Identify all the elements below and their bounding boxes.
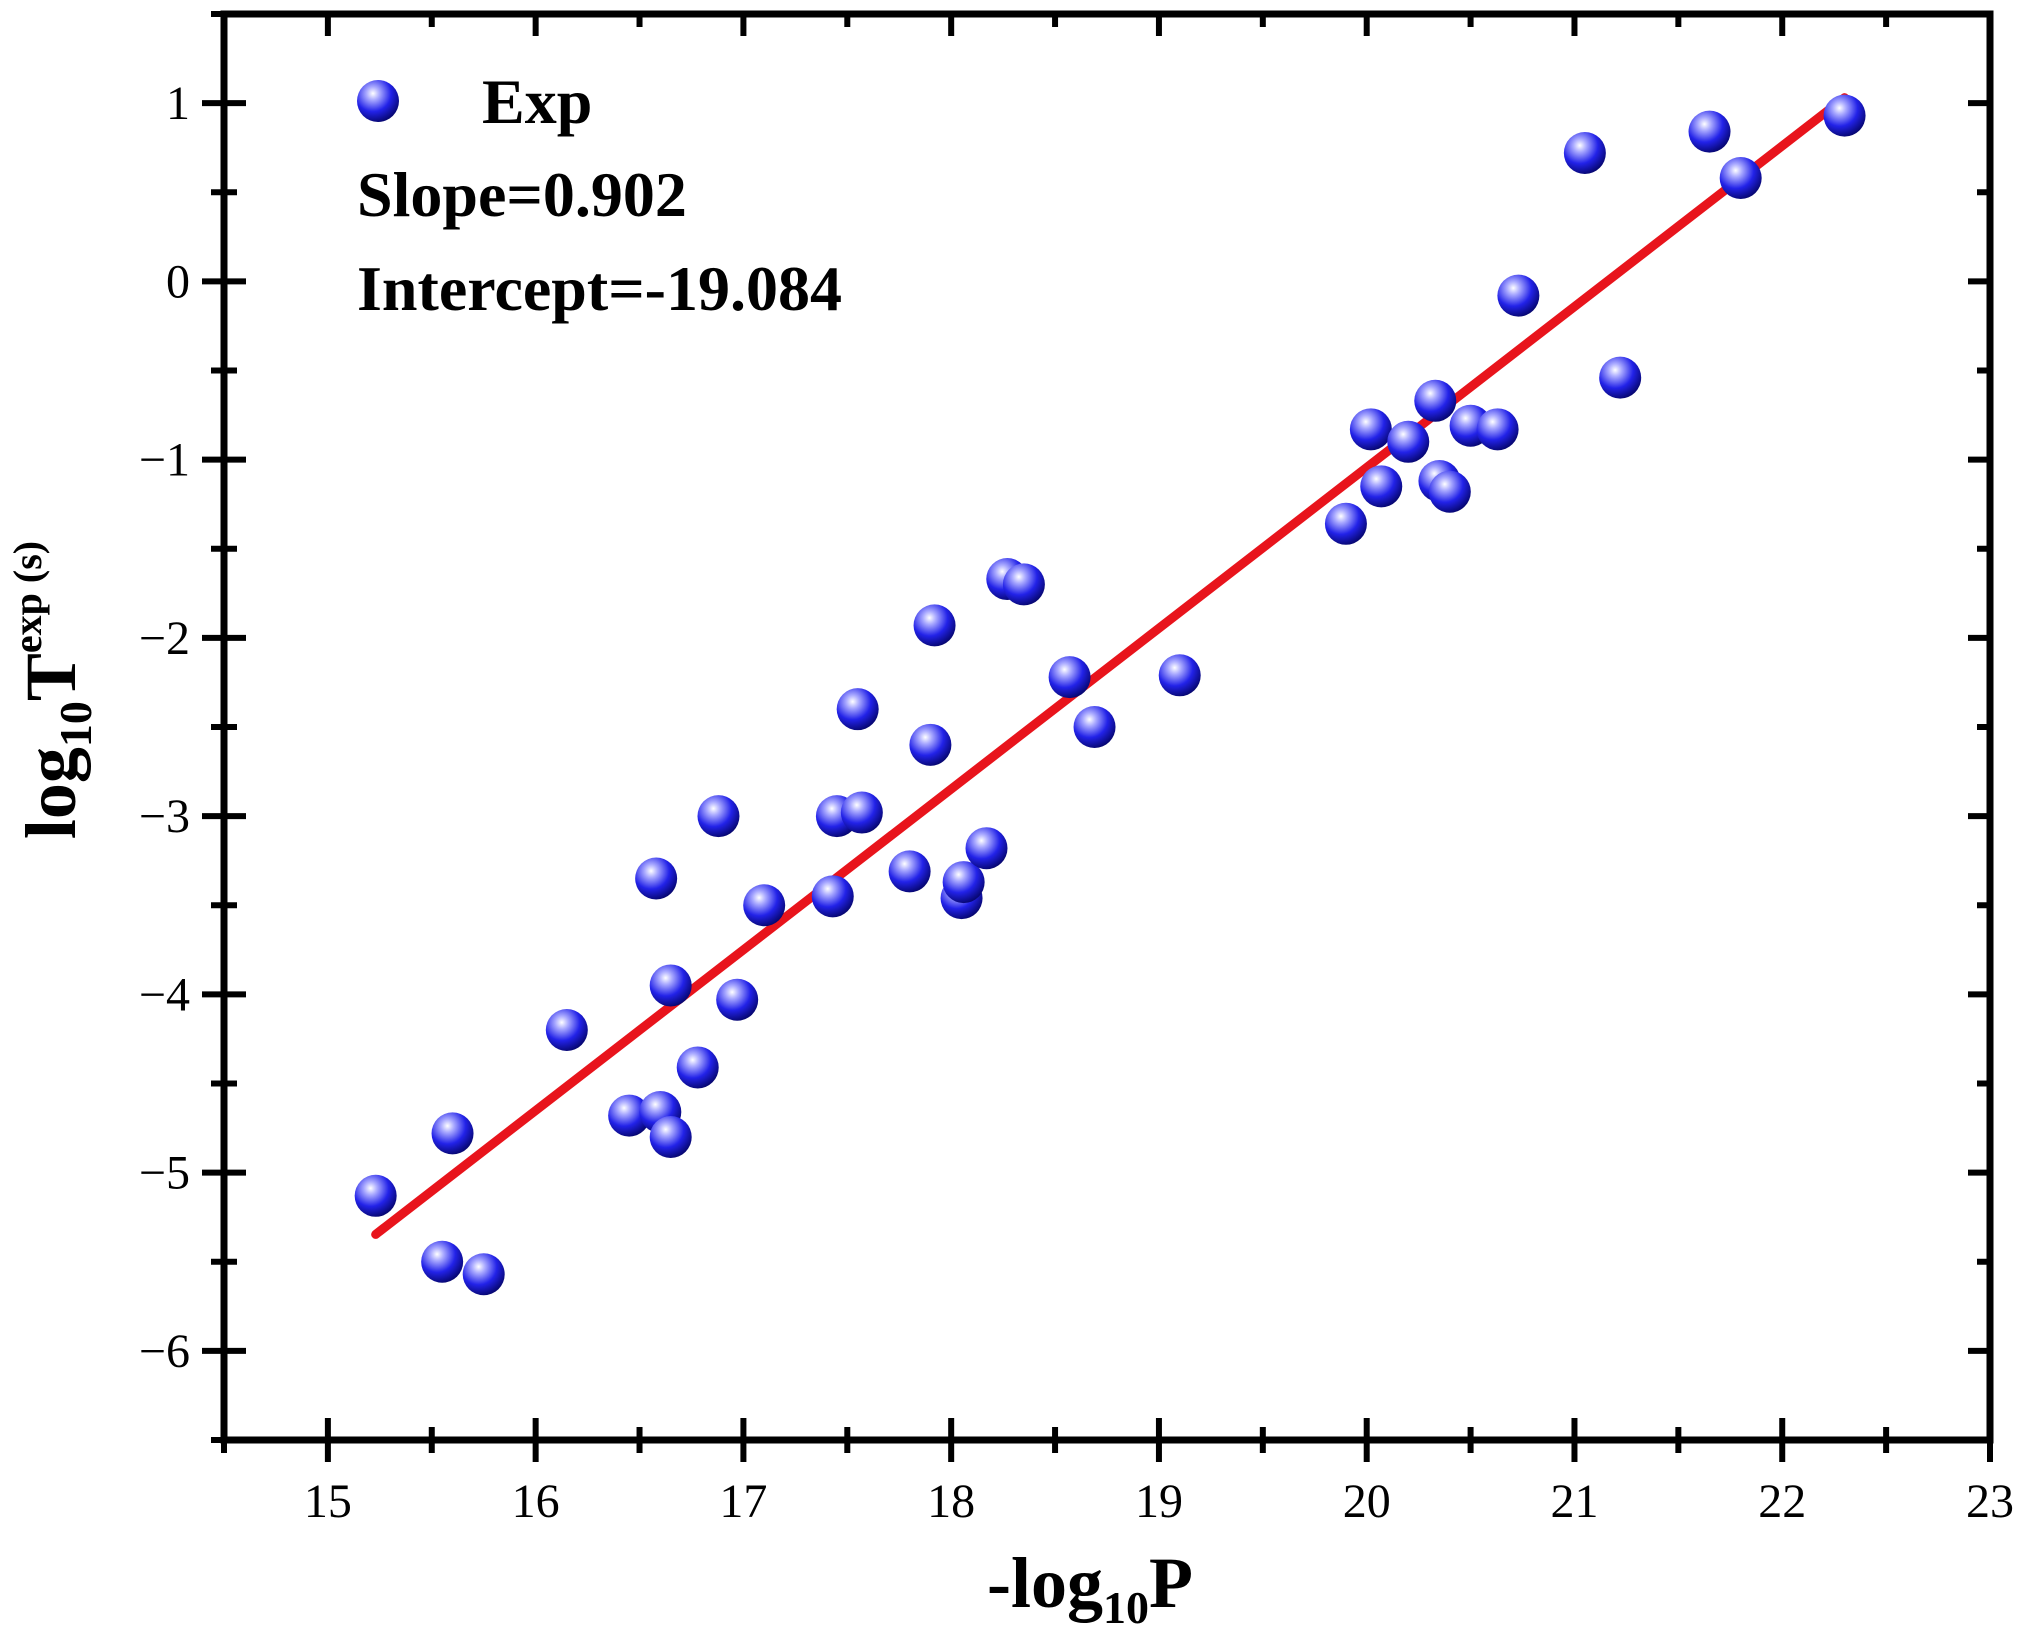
data-point <box>1002 563 1045 606</box>
x-tick-labels: 15 16 17 18 19 20 21 22 23 <box>304 1475 2014 1528</box>
data-point <box>1360 465 1403 508</box>
data-point <box>1719 156 1762 199</box>
x-tick-label: 17 <box>719 1475 767 1528</box>
y-tick-label: −1 <box>139 434 190 487</box>
data-point <box>676 1046 719 1089</box>
data-point <box>1599 356 1642 399</box>
data-point <box>1324 502 1367 545</box>
data-point <box>913 604 956 647</box>
data-point <box>1414 379 1457 422</box>
x-tick-label: 16 <box>512 1475 560 1528</box>
data-point <box>942 861 985 904</box>
x-tick-label: 19 <box>1135 1475 1183 1528</box>
data-point <box>608 1094 651 1137</box>
x-axis-title-suffix: P <box>1149 1543 1193 1623</box>
data-point <box>635 857 678 900</box>
data-point <box>840 791 883 834</box>
data-point <box>431 1112 474 1155</box>
slope-annotation: Slope=0.902 <box>357 159 687 230</box>
data-point <box>354 1174 397 1217</box>
data-point <box>697 795 740 838</box>
y-tick-label: −5 <box>139 1147 190 1200</box>
data-point <box>1688 110 1731 153</box>
data-point <box>545 1009 588 1052</box>
data-point <box>743 884 786 927</box>
y-tick-labels: 1 0 −1 −2 −3 −4 −5 −6 <box>139 77 190 1378</box>
x-tick-label: 23 <box>1966 1475 2014 1528</box>
data-point <box>649 964 692 1007</box>
data-point <box>1073 706 1116 748</box>
data-point <box>909 723 952 766</box>
data-point <box>1387 420 1430 463</box>
legend-marker <box>357 80 399 122</box>
x-tick-label: 22 <box>1758 1475 1806 1528</box>
data-point <box>1349 408 1392 451</box>
x-axis-title-prefix: -log <box>987 1543 1103 1623</box>
data-point <box>965 827 1008 870</box>
x-tick-label: 21 <box>1550 1475 1598 1528</box>
plot-frame <box>220 10 1994 1444</box>
y-tick-label: −6 <box>139 1325 190 1378</box>
data-point <box>462 1253 505 1296</box>
data-point <box>421 1240 464 1283</box>
y-tick-label: −4 <box>139 968 190 1021</box>
x-tick-label: 20 <box>1343 1475 1391 1528</box>
y-axis-title: log10Texp (s) <box>5 541 101 839</box>
y-axis-title-sup: exp (s) <box>5 541 50 653</box>
data-point <box>811 875 854 918</box>
data-point <box>1428 470 1471 513</box>
legend: Exp <box>357 66 592 137</box>
data-points <box>354 94 1866 1296</box>
x-axis-title-sub: 10 <box>1103 1582 1149 1633</box>
y-axis-title-prefix: log <box>11 747 91 839</box>
y-axis-title-main: T <box>11 653 91 701</box>
fit-line <box>371 93 1850 1239</box>
y-tick-label: 0 <box>166 255 190 308</box>
y-tick-label: −3 <box>139 790 190 843</box>
data-point <box>1048 656 1091 699</box>
data-point <box>716 978 759 1021</box>
intercept-annotation: Intercept=-19.084 <box>357 253 842 324</box>
data-point <box>836 688 879 731</box>
data-point <box>1497 274 1540 317</box>
data-point <box>1476 408 1519 451</box>
data-point <box>1158 654 1201 697</box>
x-tick-label: 18 <box>927 1475 975 1528</box>
y-tick-label: −2 <box>139 612 190 665</box>
data-point <box>1823 94 1866 137</box>
legend-label: Exp <box>482 66 592 137</box>
y-axis-title-sub: 10 <box>50 701 101 747</box>
x-axis-title: -log10P <box>987 1543 1193 1633</box>
data-point <box>649 1115 692 1158</box>
data-point <box>888 850 931 893</box>
data-point <box>1563 132 1606 175</box>
x-tick-label: 15 <box>304 1475 352 1528</box>
y-tick-label: 1 <box>166 77 190 130</box>
